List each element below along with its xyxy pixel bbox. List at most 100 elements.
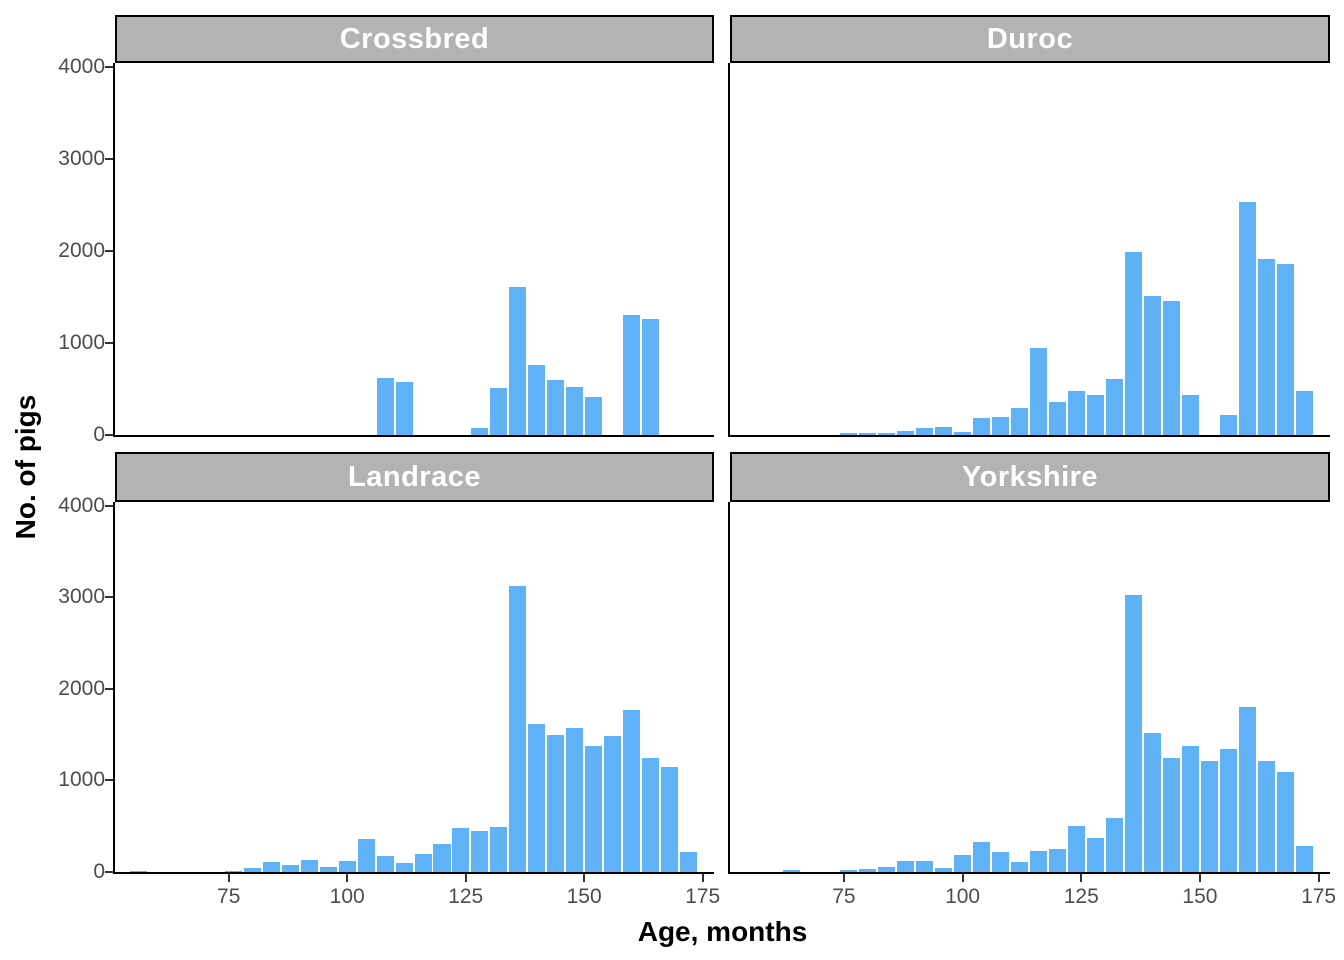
histogram-bar: [509, 286, 527, 435]
histogram-bar: [973, 842, 991, 872]
histogram-bar: [935, 427, 953, 435]
y-tick-mark: [105, 871, 113, 873]
histogram-bar: [1257, 258, 1275, 435]
x-tick-label: 100: [945, 885, 981, 908]
facet-panel-crossbred: [113, 63, 714, 437]
y-tick-label: 2000: [58, 676, 105, 700]
x-tick-mark: [961, 874, 964, 882]
histogram-bar: [528, 723, 546, 872]
x-tick-label: 150: [566, 885, 602, 908]
y-tick-mark: [105, 249, 113, 252]
histogram-bar: [954, 431, 972, 435]
histogram-bar: [566, 727, 584, 872]
histogram-bar: [1048, 848, 1067, 872]
histogram-bar: [1105, 378, 1124, 435]
histogram-bar: [623, 710, 641, 872]
x-tick-mark: [1198, 874, 1201, 882]
y-tick-mark: [105, 434, 113, 436]
histogram-bar: [452, 828, 470, 872]
x-tick-mark: [1317, 874, 1320, 882]
y-tick-label: 0: [93, 860, 105, 883]
histogram-bar: [1295, 845, 1313, 872]
histogram-bar: [1200, 760, 1218, 872]
histogram-bar: [623, 315, 641, 435]
histogram-bar: [414, 853, 432, 872]
y-tick-mark: [105, 341, 113, 344]
histogram-bar: [585, 745, 603, 872]
x-tick-label: 125: [448, 885, 484, 908]
histogram-bar: [878, 866, 896, 872]
y-tick-label: 4000: [58, 493, 105, 517]
histogram-bar: [1105, 817, 1124, 872]
histogram-bar: [1030, 348, 1048, 435]
histogram-bar: [1011, 861, 1029, 872]
histogram-bar: [357, 838, 375, 872]
histogram-bar: [300, 860, 318, 872]
histogram-bar: [528, 365, 546, 435]
histogram-bar: [395, 862, 413, 872]
histogram-bar: [1162, 301, 1180, 435]
facet-panel-yorkshire: [728, 502, 1330, 874]
y-tick-label: 2000: [58, 238, 105, 262]
histogram-bar: [130, 870, 148, 872]
histogram-bar: [1181, 394, 1199, 435]
x-tick-label: 150: [1182, 885, 1218, 908]
histogram-bar: [566, 386, 584, 435]
x-tick-mark: [842, 874, 845, 882]
histogram-bar: [281, 865, 299, 872]
histogram-bar: [859, 868, 877, 872]
facet-panel-duroc: [728, 63, 1330, 437]
y-tick-label: 0: [93, 423, 105, 446]
histogram-bar: [954, 855, 972, 872]
histogram-bar: [935, 867, 953, 872]
facet-panel-landrace: [113, 502, 714, 874]
histogram-bar: [585, 397, 603, 435]
histogram-bar: [1143, 733, 1161, 872]
histogram-bar: [319, 866, 337, 872]
x-tick-mark: [701, 874, 704, 882]
histogram-bar: [641, 319, 659, 435]
x-tick-label: 75: [832, 885, 856, 908]
y-tick-label: 3000: [58, 146, 105, 170]
histogram-bar: [840, 433, 858, 435]
facet-strip: Landrace: [115, 452, 714, 502]
histogram-bar: [1143, 295, 1161, 435]
histogram-bar: [471, 428, 489, 435]
histogram-bar: [1011, 408, 1029, 435]
histogram-bar: [1124, 594, 1142, 872]
histogram-bar: [916, 860, 934, 872]
x-tick-mark: [346, 874, 349, 882]
y-tick-mark: [105, 157, 113, 160]
x-tick-label: 125: [1063, 885, 1099, 908]
x-axis-title: Age, months: [637, 916, 808, 947]
histogram-bar: [992, 417, 1010, 435]
y-tick-label: 4000: [58, 54, 105, 78]
facet-strip-label: Crossbred: [339, 22, 490, 55]
histogram-bar: [660, 766, 678, 872]
histogram-bar: [1219, 414, 1237, 435]
histogram-bar: [604, 736, 622, 872]
histogram-bar: [490, 826, 508, 872]
facet-strip: Yorkshire: [730, 452, 1330, 502]
histogram-bar: [878, 433, 896, 435]
y-tick-mark: [105, 504, 113, 507]
histogram-bar: [1295, 390, 1313, 435]
histogram-bar: [1048, 401, 1067, 435]
histogram-bar: [490, 388, 508, 435]
histogram-bar: [1030, 851, 1048, 872]
histogram-bar: [916, 428, 934, 435]
histogram-bar: [433, 843, 451, 872]
histogram-bar: [471, 830, 489, 872]
y-tick-mark: [105, 65, 113, 68]
x-tick-mark: [1080, 874, 1083, 882]
histogram-bar: [509, 585, 527, 872]
facet-strip: Duroc: [730, 15, 1330, 63]
histogram-bar: [1276, 771, 1294, 872]
x-tick-mark: [227, 874, 230, 882]
histogram-bar: [395, 382, 413, 435]
histogram-bar: [1067, 826, 1086, 872]
y-tick-label: 1000: [58, 768, 105, 792]
facet-strip-label: Duroc: [986, 22, 1074, 55]
histogram-bar: [547, 734, 565, 872]
histogram-bar: [679, 852, 697, 872]
